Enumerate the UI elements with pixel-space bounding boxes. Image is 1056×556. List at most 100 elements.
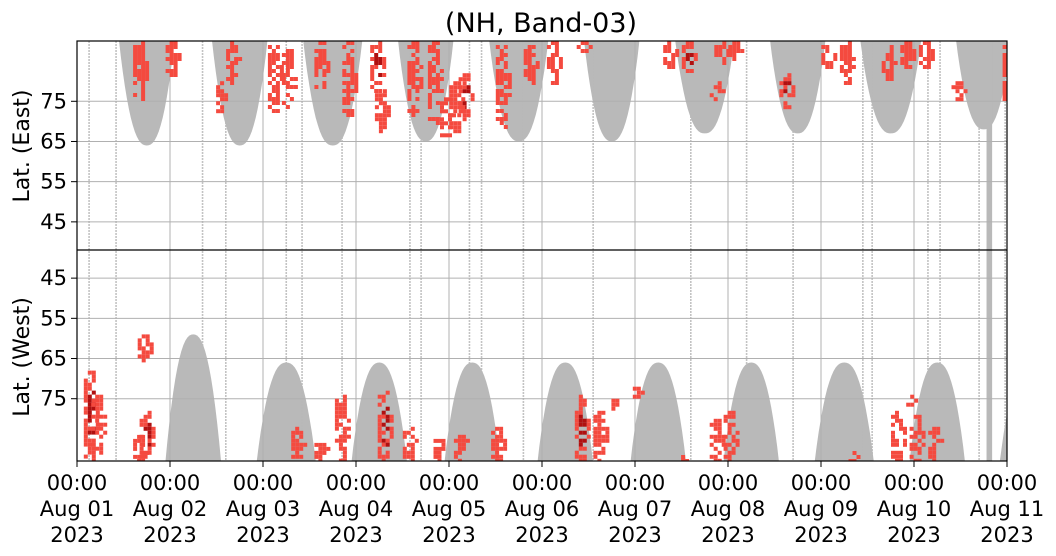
activity-cell [843, 45, 848, 49]
activity-cell [681, 61, 686, 65]
activity-cell [917, 430, 922, 435]
activity-cell [382, 73, 387, 77]
activity-cell [1022, 439, 1026, 443]
activity-cell [314, 69, 319, 73]
activity-cell [955, 97, 960, 102]
activity-cell [342, 430, 347, 435]
activity-cell [1034, 65, 1038, 69]
activity-cell [370, 77, 375, 81]
activity-cell [406, 450, 411, 455]
activity-cell [402, 454, 407, 459]
activity-cell [83, 454, 88, 459]
activity-cell [83, 434, 88, 439]
activity-cell [1043, 435, 1047, 439]
activity-cell [955, 85, 960, 90]
activity-cluster [593, 410, 610, 461]
activity-cell [889, 45, 894, 49]
activity-cell [370, 57, 375, 61]
activity-cell [461, 97, 466, 102]
activity-cell [601, 450, 606, 455]
activity-cell [523, 69, 528, 73]
activity-cell [354, 77, 359, 81]
coverage-lobe [999, 414, 1007, 461]
activity-cell [453, 97, 458, 102]
plot-area [77, 41, 1055, 463]
activity-cell [350, 81, 355, 85]
activity-cell [717, 438, 722, 443]
activity-cell [285, 53, 290, 57]
activity-cell [415, 49, 420, 53]
activity-cell [145, 338, 150, 343]
activity-cell [593, 414, 598, 419]
activity-cell [889, 65, 894, 69]
activity-cell [847, 65, 852, 69]
activity-cell [427, 45, 432, 49]
activity-cell [717, 458, 722, 461]
activity-cell [285, 81, 290, 85]
activity-cell [523, 53, 528, 57]
activity-cell [230, 73, 235, 77]
activity-cell [718, 53, 723, 57]
activity-cell [936, 426, 941, 431]
activity-cell [338, 406, 343, 411]
activity-cell [913, 434, 918, 439]
activity-cell [593, 430, 598, 435]
activity-cell [689, 69, 694, 73]
activity-cell [714, 53, 719, 57]
activity-cell [346, 57, 351, 61]
activity-cell [415, 69, 420, 73]
activity-cell [374, 97, 379, 102]
activity-cell [503, 73, 508, 77]
activity-cell [386, 113, 391, 118]
activity-cell [377, 438, 382, 443]
x-tick-label: 2023 [608, 523, 661, 547]
activity-cell [728, 53, 733, 57]
activity-cell [137, 49, 142, 53]
y-tick-label-west: 65 [40, 347, 67, 371]
activity-cell [145, 65, 150, 69]
activity-cell [141, 350, 146, 355]
activity-cell [491, 438, 496, 443]
activity-cell [821, 57, 826, 61]
activity-cell [903, 438, 907, 443]
activity-cell [689, 61, 694, 65]
activity-cell [940, 438, 945, 443]
activity-cell [271, 85, 276, 89]
activity-cell [271, 53, 276, 57]
activity-cell [326, 446, 331, 451]
activity-cell [895, 438, 899, 443]
activity-cell [382, 105, 387, 110]
activity-cell [147, 422, 152, 427]
y-tick-label-west: 55 [40, 306, 67, 330]
activity-cell [143, 422, 148, 427]
activity-cell [913, 414, 918, 419]
activity-cell [1051, 459, 1055, 463]
activity-cell [141, 53, 146, 57]
activity-cell [728, 49, 733, 53]
activity-cell [717, 418, 722, 423]
activity-cell [342, 61, 347, 65]
activity-cell [1039, 415, 1043, 419]
activity-cell [582, 454, 587, 459]
activity-cell [910, 394, 915, 399]
activity-cell [495, 81, 500, 85]
activity-cell [427, 93, 432, 97]
activity-cell [829, 65, 834, 69]
activity-cell [1011, 89, 1015, 93]
activity-cell [439, 89, 444, 93]
activity-cell [137, 342, 142, 347]
activity-cell [899, 458, 903, 461]
activity-cell [535, 65, 540, 69]
y-tick-label-east: 55 [40, 170, 67, 194]
activity-cell [141, 93, 146, 97]
activity-cell [499, 89, 504, 93]
activity-cell [723, 434, 728, 439]
activity-cell [1045, 61, 1049, 65]
activity-cell [457, 129, 462, 134]
activity-cell [377, 430, 382, 435]
activity-cell [1011, 61, 1015, 65]
activity-cell [453, 85, 458, 90]
activity-cell [350, 65, 355, 69]
activity-cell [354, 73, 359, 77]
activity-cell [457, 113, 462, 118]
